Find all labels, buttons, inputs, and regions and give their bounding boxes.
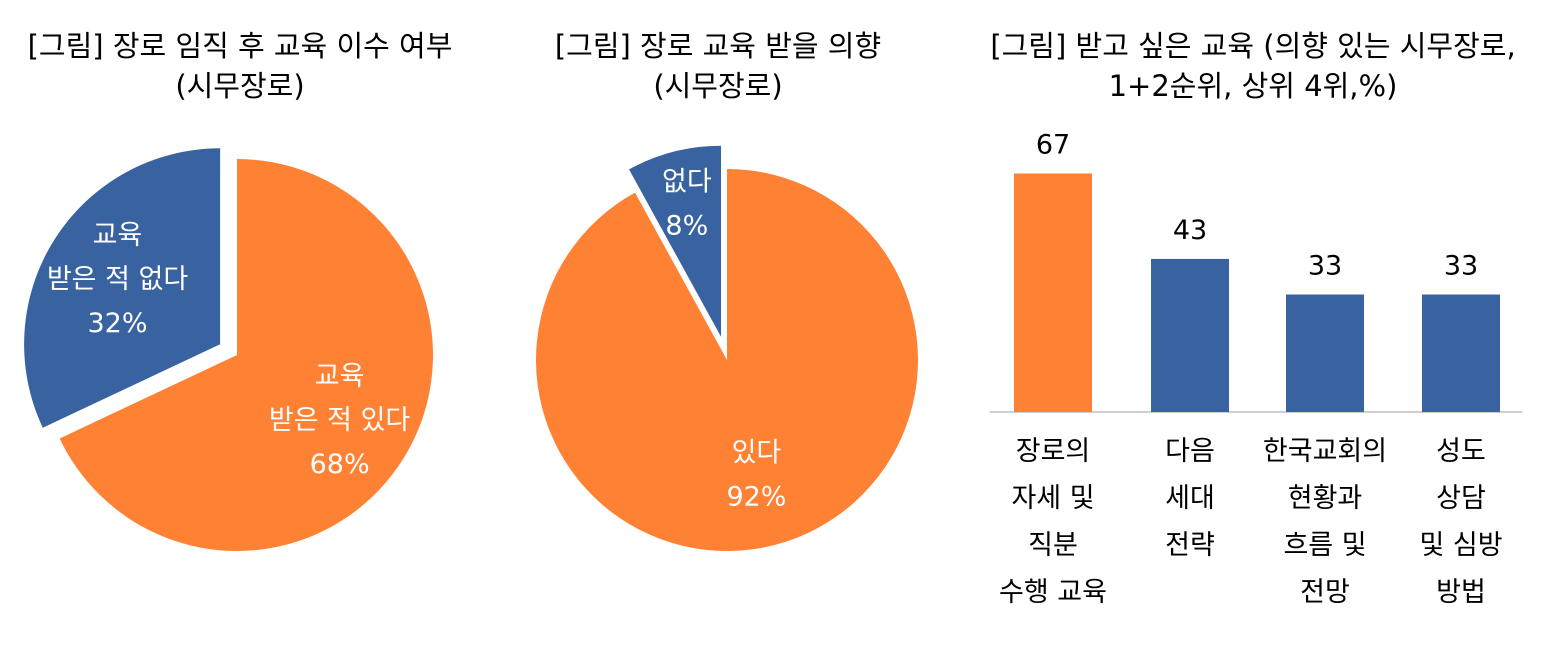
bar-0-value-label: 67 (1036, 129, 1070, 160)
bar-1-category-label: 다음 세대 전략 (1165, 436, 1215, 561)
bar-2-value-label: 33 (1308, 251, 1342, 282)
pie1-slice-0 (59, 159, 434, 551)
bar-2 (1286, 294, 1364, 412)
bar-1-value-label: 43 (1173, 215, 1207, 246)
pie2-slice-0-label: 있다 92% (726, 438, 786, 513)
pie2-slice-1-label: 없다 8% (662, 167, 712, 242)
bar-3-category-label: 성도 상담 및 심방 방법 (1419, 436, 1503, 608)
pie1-slice-1-label: 교육 받은 적 없다 32% (47, 220, 189, 339)
chart-title-education-intention: [그림] 장로 교육 받을 의향 (시무장로) (554, 29, 882, 103)
chart-title-education-completion: [그림] 장로 임직 후 교육 이수 여부 (시무장로) (27, 29, 453, 103)
pie2-slice-0 (535, 169, 918, 551)
bar-0 (1014, 173, 1092, 412)
pie1-slice-0-label: 교육 받은 적 있다 68% (269, 361, 411, 480)
bar-3-value-label: 33 (1444, 251, 1478, 282)
chart-title-desired-education: [그림] 받고 싶은 교육 (의향 있는 시무장로, 1+2순위, 상위 4위,… (990, 29, 1516, 103)
pie2-slice-1 (629, 145, 722, 337)
bar-1 (1151, 258, 1229, 412)
pie1-slice-1 (24, 148, 221, 428)
bar-3 (1422, 294, 1500, 412)
bar-0-category-label: 장로의 자세 및 직분 수행 교육 (999, 436, 1107, 608)
bar-2-category-label: 한국교회의 현황과 흐름 및 전망 (1262, 436, 1388, 608)
